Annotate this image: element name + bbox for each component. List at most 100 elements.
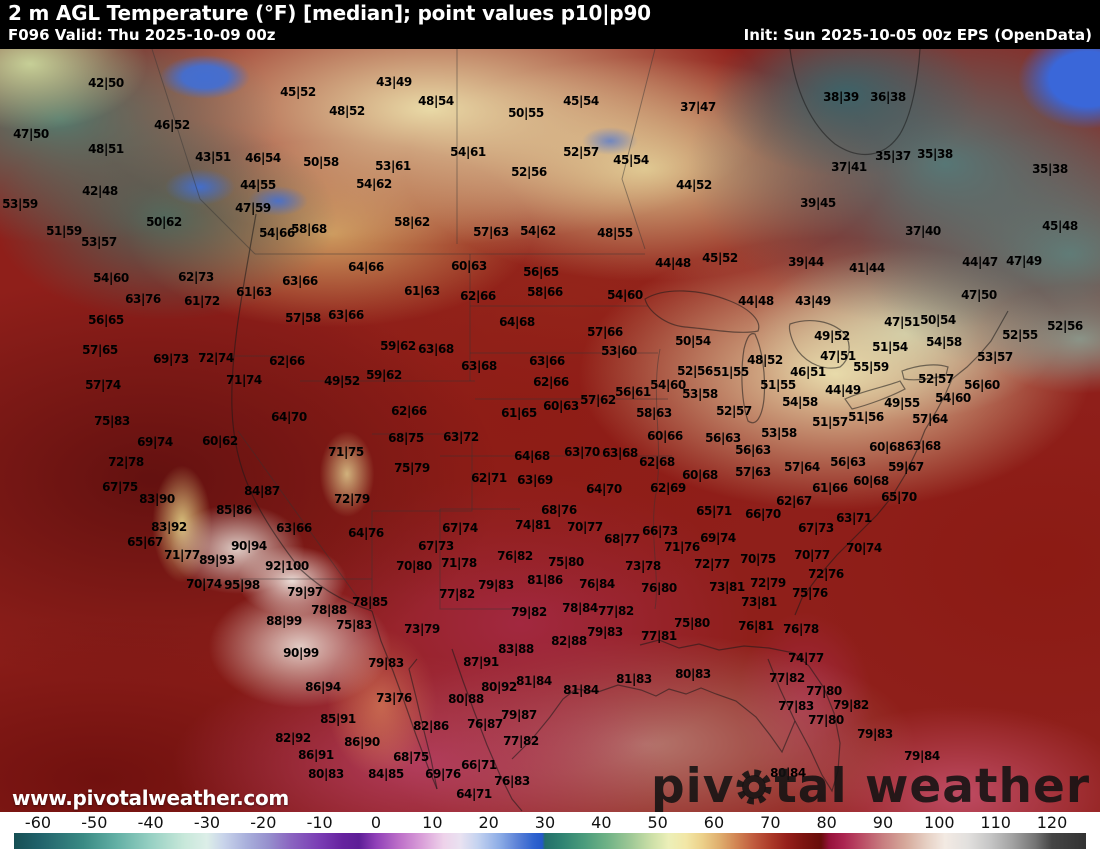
point-value-label: 90|99 xyxy=(283,646,319,660)
point-value-label: 80|88 xyxy=(448,692,484,706)
point-value-label: 57|64 xyxy=(784,460,820,474)
point-value-label: 70|77 xyxy=(794,548,830,562)
point-value-label: 64|70 xyxy=(271,410,307,424)
point-value-label: 73|76 xyxy=(376,691,412,705)
point-value-label: 52|57 xyxy=(563,145,599,159)
point-value-label: 86|90 xyxy=(344,735,380,749)
point-value-label: 65|67 xyxy=(127,535,163,549)
point-value-label: 79|97 xyxy=(287,585,323,599)
point-value-label: 89|93 xyxy=(199,553,235,567)
point-value-label: 42|48 xyxy=(82,184,118,198)
point-value-label: 86|91 xyxy=(298,748,334,762)
point-value-label: 87|91 xyxy=(463,655,499,669)
point-value-label: 62|67 xyxy=(776,494,812,508)
point-value-label: 52|56 xyxy=(1047,319,1083,333)
point-value-label: 63|66 xyxy=(328,308,364,322)
point-value-label: 37|41 xyxy=(831,160,867,174)
point-value-label: 75|79 xyxy=(394,461,430,475)
point-value-label: 68|75 xyxy=(393,750,429,764)
colorbar-tick-label: -10 xyxy=(306,813,333,832)
point-value-label: 69|76 xyxy=(425,767,461,781)
point-value-label: 35|38 xyxy=(1032,162,1068,176)
point-value-label: 65|70 xyxy=(881,490,917,504)
point-value-label: 57|63 xyxy=(735,465,771,479)
point-value-label: 74|81 xyxy=(515,518,551,532)
point-value-label: 84|87 xyxy=(244,484,280,498)
colorbar-gradient xyxy=(14,833,1086,849)
point-value-label: 68|75 xyxy=(388,431,424,445)
website-watermark: www.pivotalweather.com xyxy=(12,786,289,810)
point-value-label: 59|62 xyxy=(380,339,416,353)
point-value-label: 51|55 xyxy=(760,378,796,392)
point-value-label: 62|66 xyxy=(460,289,496,303)
point-value-label: 66|70 xyxy=(745,507,781,521)
point-value-label: 60|63 xyxy=(451,259,487,273)
header-bar: 2 m AGL Temperature (°F) [median]; point… xyxy=(0,0,1100,47)
point-value-label: 63|72 xyxy=(443,430,479,444)
point-value-label: 63|66 xyxy=(529,354,565,368)
point-value-label: 83|92 xyxy=(151,520,187,534)
point-value-label: 79|83 xyxy=(478,578,514,592)
point-value-label: 85|86 xyxy=(216,503,252,517)
point-value-label: 56|63 xyxy=(705,431,741,445)
colorbar-tick-label: 100 xyxy=(924,813,955,832)
temperature-map: 42|50 45|52 47|50 46|52 48|51 43|51 46|54 50|58… xyxy=(0,48,1100,814)
point-value-label: 56|60 xyxy=(964,378,1000,392)
point-value-label: 53|58 xyxy=(761,426,797,440)
point-value-label: 54|58 xyxy=(782,395,818,409)
point-value-label: 62|66 xyxy=(391,404,427,418)
point-value-label: 74|77 xyxy=(788,651,824,665)
point-value-label: 57|62 xyxy=(580,393,616,407)
point-value-label: 78|85 xyxy=(352,595,388,609)
point-value-label: 43|49 xyxy=(376,75,412,89)
colorbar-tick-label: 110 xyxy=(980,813,1011,832)
colorbar-tick-label: 60 xyxy=(703,813,725,832)
point-value-label: 80|92 xyxy=(481,680,517,694)
point-value-label: 64|68 xyxy=(499,315,535,329)
point-value-label: 73|79 xyxy=(404,622,440,636)
point-value-label: 63|68 xyxy=(461,359,497,373)
point-value-label: 80|83 xyxy=(308,767,344,781)
point-value-label: 63|70 xyxy=(564,445,600,459)
point-value-label: 64|76 xyxy=(348,526,384,540)
point-value-label: 77|80 xyxy=(806,684,842,698)
point-value-label: 54|62 xyxy=(520,224,556,238)
point-value-label: 54|66 xyxy=(259,226,295,240)
point-value-label: 70|80 xyxy=(396,559,432,573)
point-value-label: 83|88 xyxy=(498,642,534,656)
colorbar-tick-label: 50 xyxy=(647,813,668,832)
point-value-label: 60|62 xyxy=(202,434,238,448)
point-value-label: 43|51 xyxy=(195,150,231,164)
point-value-label: 50|55 xyxy=(508,106,544,120)
point-value-label: 48|54 xyxy=(418,94,454,108)
point-value-label: 51|57 xyxy=(812,415,848,429)
point-value-label: 45|48 xyxy=(1042,219,1078,233)
point-value-label: 48|52 xyxy=(329,104,365,118)
point-value-label: 51|59 xyxy=(46,224,82,238)
point-value-label: 71|76 xyxy=(664,540,700,554)
point-value-label: 72|77 xyxy=(694,557,730,571)
point-value-label: 77|83 xyxy=(778,699,814,713)
point-value-label: 70|75 xyxy=(740,552,776,566)
colorbar-tick-label: 90 xyxy=(872,813,894,832)
point-value-label: 70|77 xyxy=(567,520,603,534)
point-value-label: 36|38 xyxy=(870,90,906,104)
point-value-label: 71|75 xyxy=(328,445,364,459)
point-value-label: 53|58 xyxy=(682,387,718,401)
point-value-label: 53|57 xyxy=(977,350,1013,364)
point-value-label: 57|74 xyxy=(85,378,121,392)
colorbar-footer: -60 -50 -40 -30 -20 -10 0 10 20 30 40 50 60 70 80 90 100… xyxy=(0,812,1100,850)
point-value-label: 57|64 xyxy=(912,412,948,426)
point-value-label: 82|88 xyxy=(551,634,587,648)
point-value-label: 50|54 xyxy=(675,334,711,348)
point-value-label: 47|50 xyxy=(961,288,997,302)
point-value-label: 47|59 xyxy=(235,201,271,215)
point-value-label: 54|60 xyxy=(935,391,971,405)
point-value-label: 62|66 xyxy=(269,354,305,368)
point-value-label: 76|81 xyxy=(738,619,774,633)
point-value-label: 44|48 xyxy=(655,256,691,270)
point-value-label: 59|67 xyxy=(888,460,924,474)
point-value-label: 38|39 xyxy=(823,90,859,104)
point-value-label: 63|66 xyxy=(276,521,312,535)
